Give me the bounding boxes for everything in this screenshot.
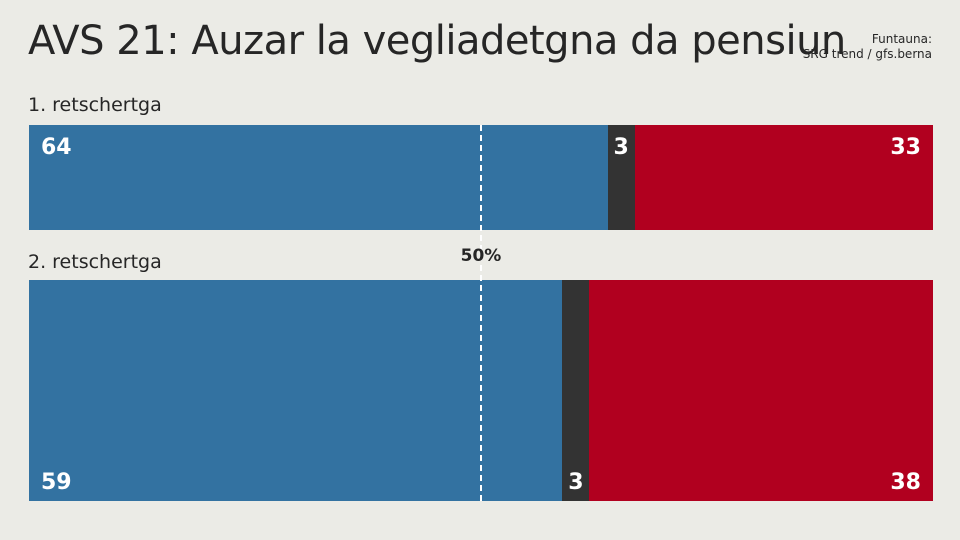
bar-label-1: 1. retschertga	[28, 94, 162, 116]
chart-title: AVS 21: Auzar la vegliadetgna da pensiun	[28, 18, 846, 64]
bar-2-no-value: 38	[890, 470, 921, 495]
bar-1-undecided-value: 3	[613, 135, 629, 160]
bar-2-undecided-value: 3	[568, 470, 584, 495]
bar-2-undecided-segment: 3	[562, 280, 590, 501]
bar-2-no-segment: 38	[589, 280, 933, 501]
bar-1-yes-value: 64	[41, 135, 72, 160]
bar-survey-2: 59 3 38	[29, 280, 933, 501]
source-text: SRG trend / gfs.berna	[802, 47, 932, 61]
bar-2-yes-segment: 59	[29, 280, 563, 501]
bar-2-yes-value: 59	[41, 470, 72, 495]
fifty-percent-label: 50%	[460, 246, 502, 266]
bar-1-no-value: 33	[890, 135, 921, 160]
bar-label-2: 2. retschertga	[28, 251, 162, 273]
bar-survey-1: 64 3 33	[29, 125, 933, 230]
bar-1-yes-segment: 64	[29, 125, 608, 230]
bar-1-undecided-segment: 3	[607, 125, 635, 230]
source-label: Funtauna:	[871, 32, 932, 46]
bar-1-no-segment: 33	[634, 125, 933, 230]
source-note: Funtauna: SRG trend / gfs.berna	[803, 32, 932, 62]
fifty-percent-line	[480, 125, 482, 501]
